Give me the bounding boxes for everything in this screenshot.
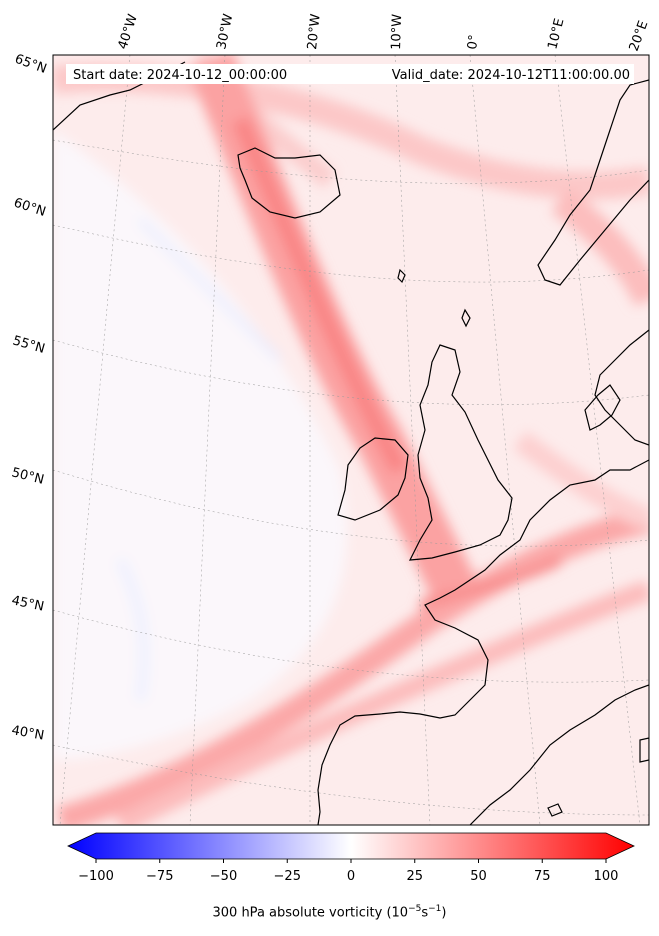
coastlines: [53, 61, 649, 825]
colorbar-tick-label: −50: [210, 869, 237, 884]
colorbar-label: 300 hPa absolute vorticity (10−5s−1): [212, 904, 447, 921]
colorbar-bar: [67, 832, 635, 860]
lon-label-10w: 10°W: [389, 14, 405, 51]
longitude-labels: 40°W 30°W 20°W 10°W 0° 10°E 20°E: [116, 12, 652, 53]
colorbar-ticks: −100 −75 −50 −25 0 25 50 75 100: [78, 859, 618, 884]
lat-label-55n: 55°N: [11, 333, 47, 356]
map-frame: [52, 54, 650, 826]
latitude-labels: 65°N 60°N 55°N 50°N 45°N 40°N: [10, 52, 49, 744]
lon-label-30w: 30°W: [214, 12, 236, 50]
iceland-coast: [237, 147, 341, 219]
faroe-shetland-coast: [397, 268, 471, 328]
colorbar-tick-label: 50: [470, 869, 487, 884]
colorbar-tick-label: 25: [406, 869, 423, 884]
info-banner: [66, 64, 634, 84]
colorbar-tick-label: −25: [274, 869, 301, 884]
colorbar: −100 −75 −50 −25 0 25 50 75 100: [67, 832, 635, 884]
norway-coast: [537, 79, 649, 286]
lon-label-10e: 10°E: [545, 17, 567, 51]
colorbar-tick-label: −75: [146, 869, 173, 884]
colorbar-tick-label: −100: [78, 869, 114, 884]
sardinia-coast: [639, 737, 649, 763]
lon-label-40w: 40°W: [116, 12, 141, 51]
sweden-coast: [594, 329, 649, 446]
great-britain-coast: [408, 344, 513, 561]
lat-label-40n: 40°N: [10, 723, 45, 743]
colorbar-tick-label: 100: [594, 869, 619, 884]
colorbar-tick-label: 75: [534, 869, 551, 884]
lat-label-65n: 65°N: [13, 52, 49, 77]
vorticity-field: [53, 55, 649, 825]
iberia-south-coast: [469, 684, 649, 825]
lat-label-60n: 60°N: [12, 196, 48, 220]
colorbar-tick-label: 0: [347, 869, 355, 884]
europe-mainland-coast: [317, 459, 649, 825]
lat-label-45n: 45°N: [10, 593, 45, 614]
start-date-label: Start date: 2024-10-12_00:00:00: [73, 68, 287, 83]
ireland-coast: [337, 437, 409, 521]
balearic-coast: [547, 803, 563, 817]
lon-label-0: 0°: [465, 34, 482, 51]
graticule: [53, 55, 649, 825]
lat-label-50n: 50°N: [10, 465, 45, 487]
valid-date-label: Valid_date: 2024-10-12T11:00:00.00: [392, 68, 630, 83]
lon-label-20w: 20°W: [305, 13, 324, 50]
denmark-coast: [584, 384, 621, 431]
lon-label-20e: 20°E: [627, 19, 652, 54]
